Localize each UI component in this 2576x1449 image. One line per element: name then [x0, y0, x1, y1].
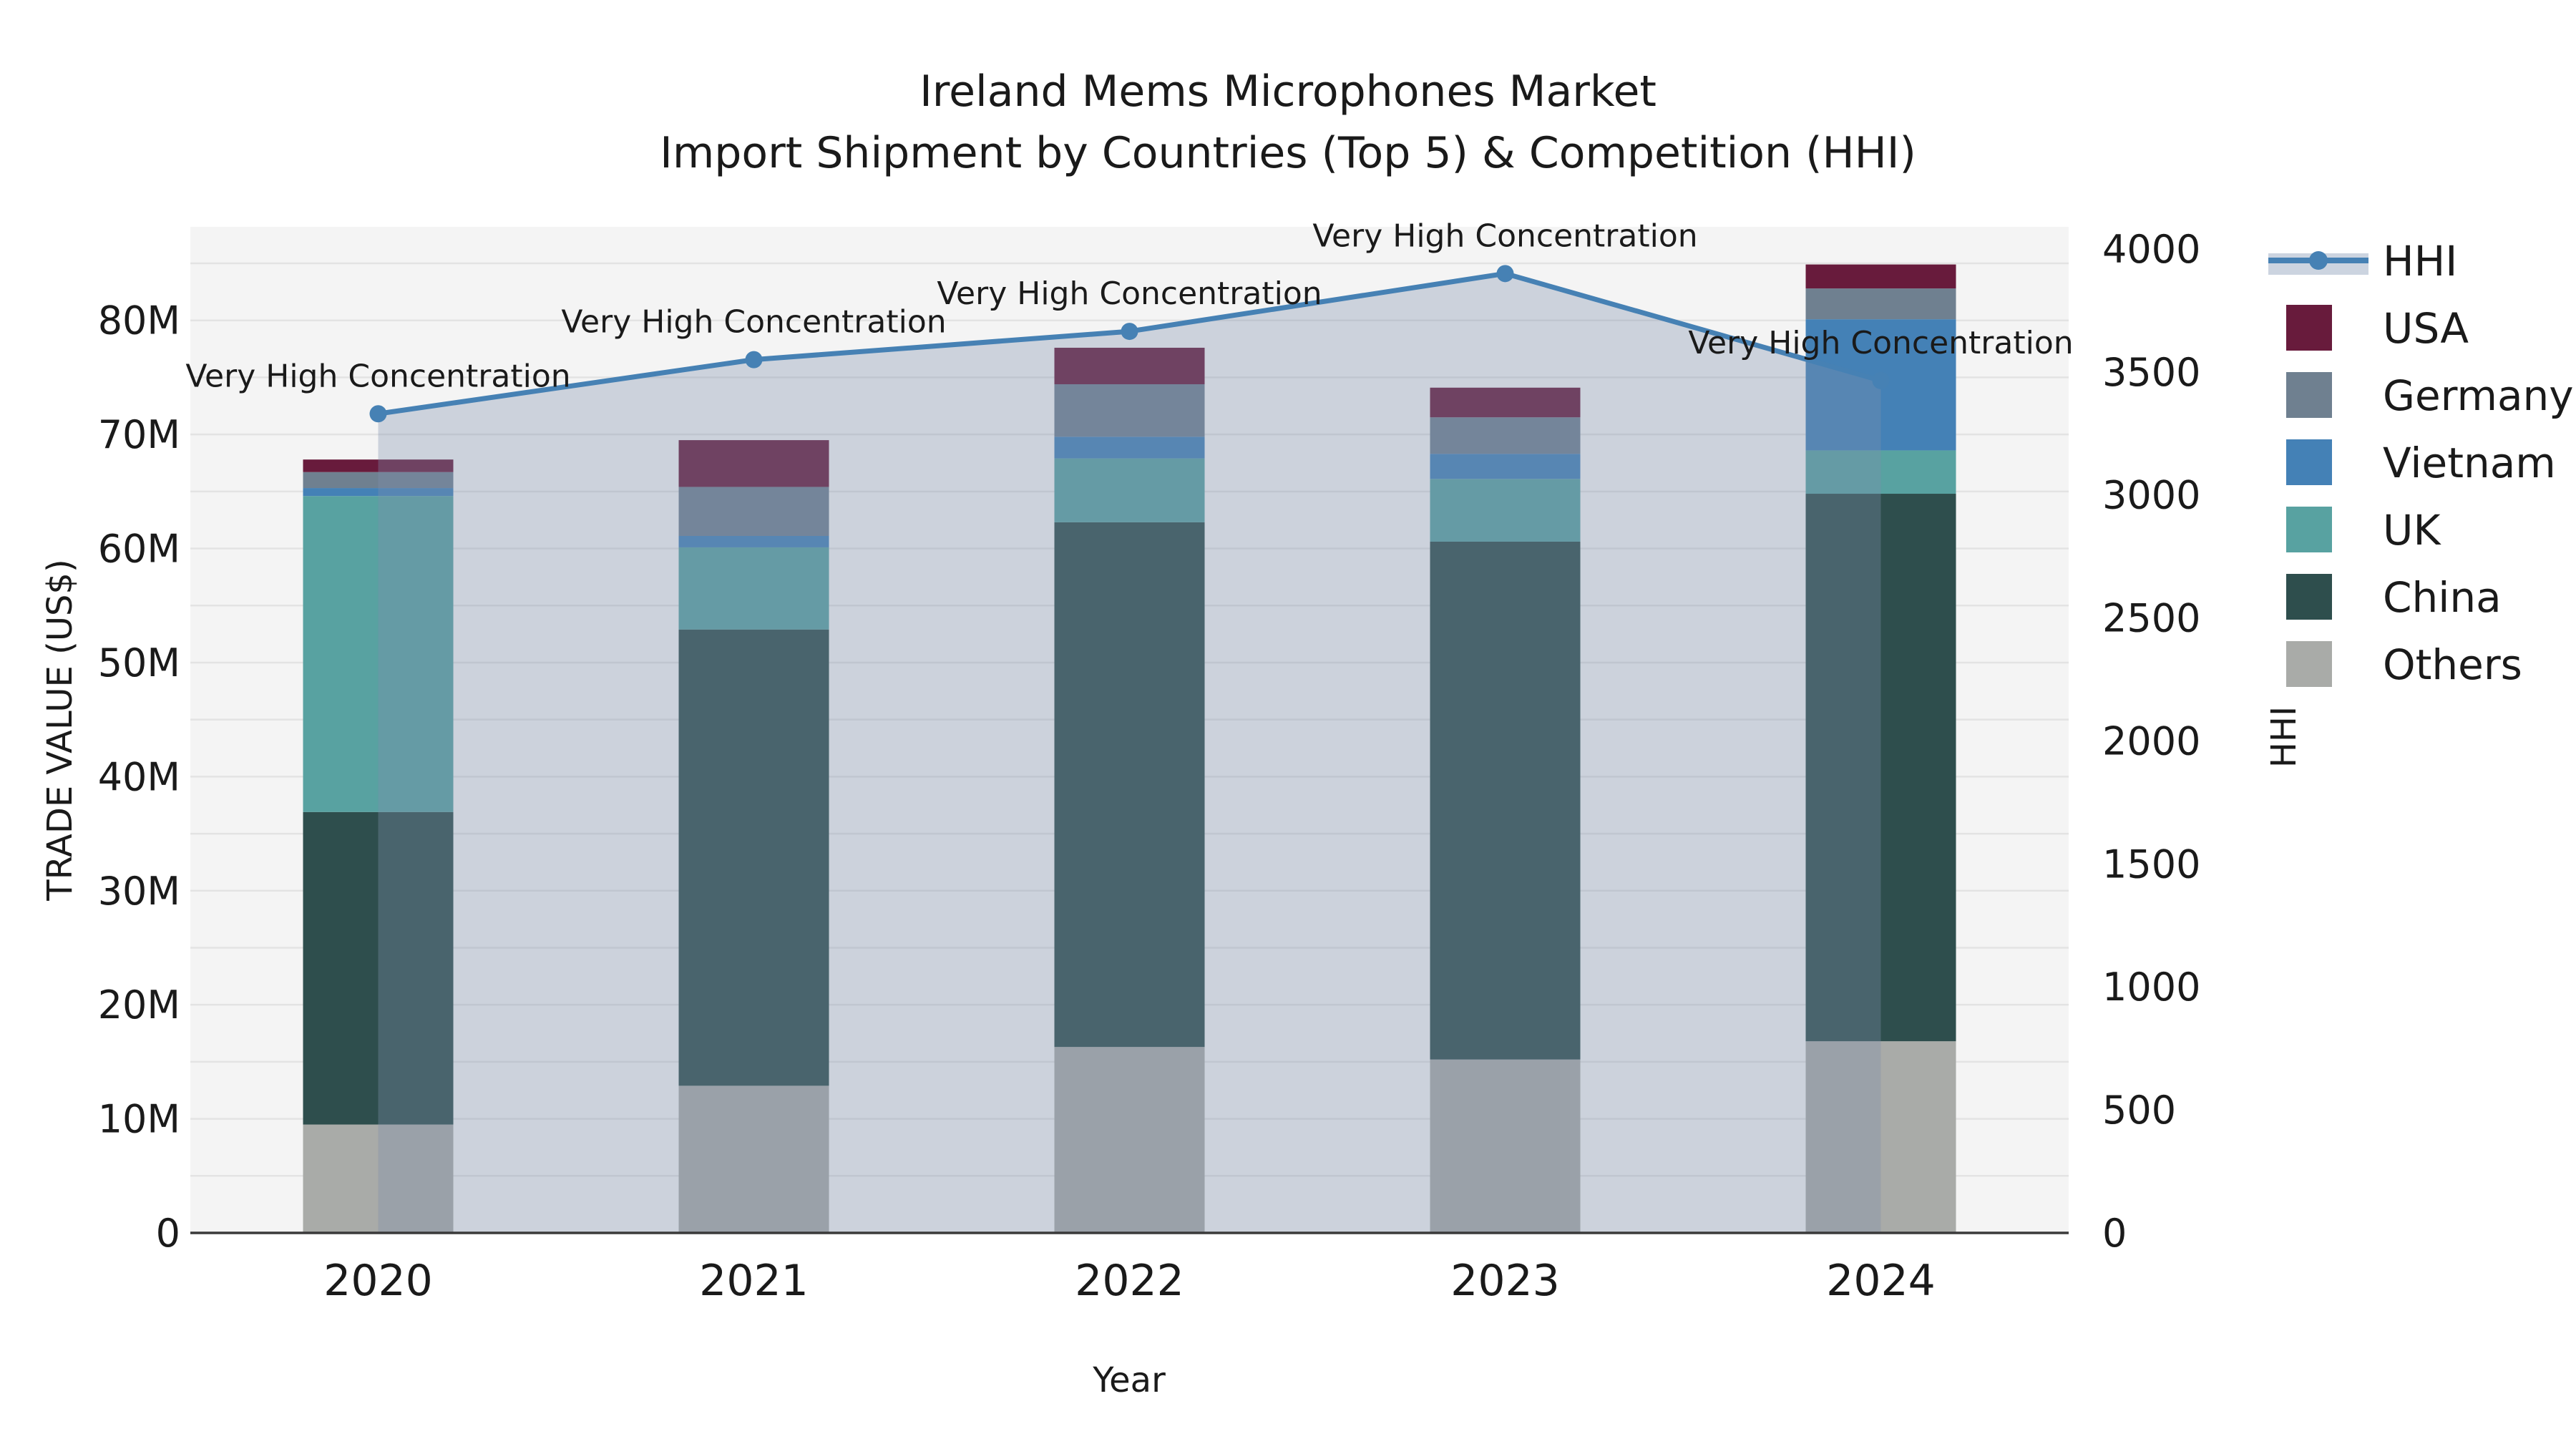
y-right-tick-label: 2500 [2102, 596, 2200, 641]
bar-segment-usa-2023[interactable] [1430, 387, 1581, 418]
legend-label-china: China [2383, 573, 2502, 622]
bar-segment-usa-2020[interactable] [303, 459, 454, 472]
y-left-tick-label: 20M [98, 982, 180, 1028]
y-right-tick-label: 4000 [2102, 227, 2200, 272]
legend-item-uk[interactable]: UK [2286, 506, 2441, 555]
bar-segment-china-2022[interactable] [1054, 522, 1205, 1048]
bar-segment-vietnam-2022[interactable] [1054, 436, 1205, 459]
bar-segment-germany-2020[interactable] [303, 472, 454, 489]
bar-segment-china-2024[interactable] [1805, 494, 1956, 1042]
y-left-tick-label: 80M [98, 298, 180, 343]
x-tick-label-2021: 2021 [699, 1256, 809, 1306]
y-left-tick-label: 60M [98, 527, 180, 572]
y-left-tick-label: 30M [98, 869, 180, 914]
y-right-tick-label: 3500 [2102, 350, 2200, 395]
bar-segment-usa-2022[interactable] [1054, 347, 1205, 384]
annotation-2021: Very High Concentration [561, 304, 946, 341]
y-left-tick-label: 0 [156, 1211, 180, 1256]
hhi-point-2020[interactable] [369, 405, 387, 423]
bar-segment-usa-2024[interactable] [1805, 264, 1956, 289]
bar-segment-germany-2024[interactable] [1805, 288, 1956, 320]
legend-item-china[interactable]: China [2286, 573, 2502, 622]
y-left-tick-label: 10M [98, 1097, 180, 1142]
y-axis-title-left: TRADE VALUE (US$) [40, 559, 80, 901]
bar-segment-usa-2021[interactable] [678, 440, 829, 487]
legend-label-usa: USA [2383, 304, 2469, 353]
legend-swatch-vietnam [2286, 439, 2332, 485]
legend-label-others: Others [2383, 640, 2522, 689]
bar-segment-uk-2023[interactable] [1430, 479, 1581, 542]
x-tick-label-2023: 2023 [1450, 1256, 1560, 1306]
bar-segment-germany-2022[interactable] [1054, 384, 1205, 437]
legend-swatch-germany [2286, 372, 2332, 418]
legend-label-uk: UK [2383, 506, 2441, 555]
bar-segment-others-2024[interactable] [1805, 1041, 1956, 1233]
x-tick-label-2022: 2022 [1075, 1256, 1184, 1306]
legend-swatch-uk [2286, 507, 2332, 552]
x-tick-label-2020: 2020 [323, 1256, 433, 1306]
x-axis-title: Year [1092, 1360, 1166, 1400]
annotation-2020: Very High Concentration [185, 358, 570, 394]
bar-segment-uk-2021[interactable] [678, 547, 829, 630]
legend-item-hhi[interactable]: HHI [2268, 237, 2457, 286]
y-right-tick-label: 500 [2102, 1088, 2176, 1133]
bar-segment-others-2023[interactable] [1430, 1059, 1581, 1233]
annotation-2024: Very High Concentration [1688, 325, 2073, 361]
bar-segment-uk-2022[interactable] [1054, 458, 1205, 522]
y-right-tick-label: 3000 [2102, 473, 2200, 518]
chart-title-line1: Ireland Mems Microphones Market [919, 67, 1657, 117]
hhi-point-2022[interactable] [1121, 323, 1138, 341]
axes-layer: 0 10M 20M 30M 40M 50M 60M 70M 80M 0 500 1000 1500 200… [98, 227, 2201, 1306]
y-left-tick-label: 40M [98, 754, 180, 799]
hhi-area-layer [378, 273, 1881, 1233]
bar-segment-vietnam-2021[interactable] [678, 536, 829, 547]
legend-label-hhi: HHI [2383, 237, 2457, 286]
bar-segment-china-2020[interactable] [303, 811, 454, 1125]
bar-segment-vietnam-2023[interactable] [1430, 454, 1581, 479]
bar-segment-others-2022[interactable] [1054, 1047, 1205, 1233]
y-right-tick-label: 2000 [2102, 718, 2200, 763]
y-right-tick-label: 0 [2102, 1211, 2127, 1256]
y-right-tick-label: 1500 [2102, 841, 2200, 887]
y-left-tick-label: 70M [98, 412, 180, 457]
y-right-tick-label: 1000 [2102, 965, 2200, 1010]
bar-segment-china-2021[interactable] [678, 629, 829, 1086]
legend-swatch-others [2286, 641, 2332, 687]
legend-item-others[interactable]: Others [2286, 640, 2522, 689]
y-left-tick-label: 50M [98, 640, 180, 686]
bar-segment-uk-2020[interactable] [303, 496, 454, 812]
hhi-point-2021[interactable] [745, 351, 763, 369]
legend-layer: HHI USA Germany Vietnam UK China Others [2268, 237, 2574, 689]
hhi-line-layer [369, 265, 1890, 423]
bar-segment-china-2023[interactable] [1430, 541, 1581, 1060]
hhi-point-2023[interactable] [1496, 265, 1514, 283]
hhi-point-2024[interactable] [1872, 371, 1890, 389]
bar-segment-vietnam-2020[interactable] [303, 488, 454, 497]
bar-segment-uk-2024[interactable] [1805, 450, 1956, 494]
legend-item-germany[interactable]: Germany [2286, 371, 2574, 420]
annotation-2023: Very High Concentration [1312, 218, 1697, 254]
x-tick-label-2024: 2024 [1826, 1256, 1936, 1306]
legend-item-usa[interactable]: USA [2286, 304, 2469, 353]
legend-swatch-usa [2286, 305, 2332, 351]
y-axis-title-right: HHI [2264, 706, 2304, 768]
legend-swatch-china [2286, 574, 2332, 620]
legend-label-vietnam: Vietnam [2383, 439, 2556, 487]
legend-label-germany: Germany [2383, 371, 2574, 420]
bar-segment-germany-2021[interactable] [678, 487, 829, 537]
bar-segment-others-2021[interactable] [678, 1085, 829, 1233]
legend-item-vietnam[interactable]: Vietnam [2286, 439, 2556, 487]
bar-segment-germany-2023[interactable] [1430, 417, 1581, 454]
bar-segment-others-2020[interactable] [303, 1124, 454, 1233]
hhi-area-fill [378, 273, 1881, 1233]
annotation-2022: Very High Concentration [937, 275, 1322, 312]
legend-hhi-marker-icon [2309, 251, 2328, 270]
bars-layer [303, 264, 1956, 1233]
chart-title-line2: Import Shipment by Countries (Top 5) & C… [660, 128, 1916, 178]
